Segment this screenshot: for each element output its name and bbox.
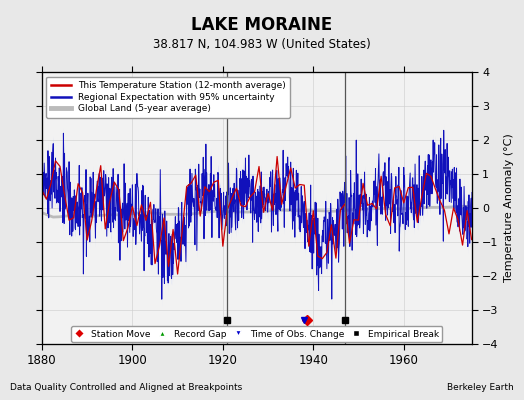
Text: Data Quality Controlled and Aligned at Breakpoints: Data Quality Controlled and Aligned at B… — [10, 383, 243, 392]
Legend: Station Move, Record Gap, Time of Obs. Change, Empirical Break: Station Move, Record Gap, Time of Obs. C… — [71, 326, 442, 342]
Text: 38.817 N, 104.983 W (United States): 38.817 N, 104.983 W (United States) — [153, 38, 371, 51]
Text: Berkeley Earth: Berkeley Earth — [447, 383, 514, 392]
Y-axis label: Temperature Anomaly (°C): Temperature Anomaly (°C) — [504, 134, 514, 282]
Text: LAKE MORAINE: LAKE MORAINE — [191, 16, 333, 34]
